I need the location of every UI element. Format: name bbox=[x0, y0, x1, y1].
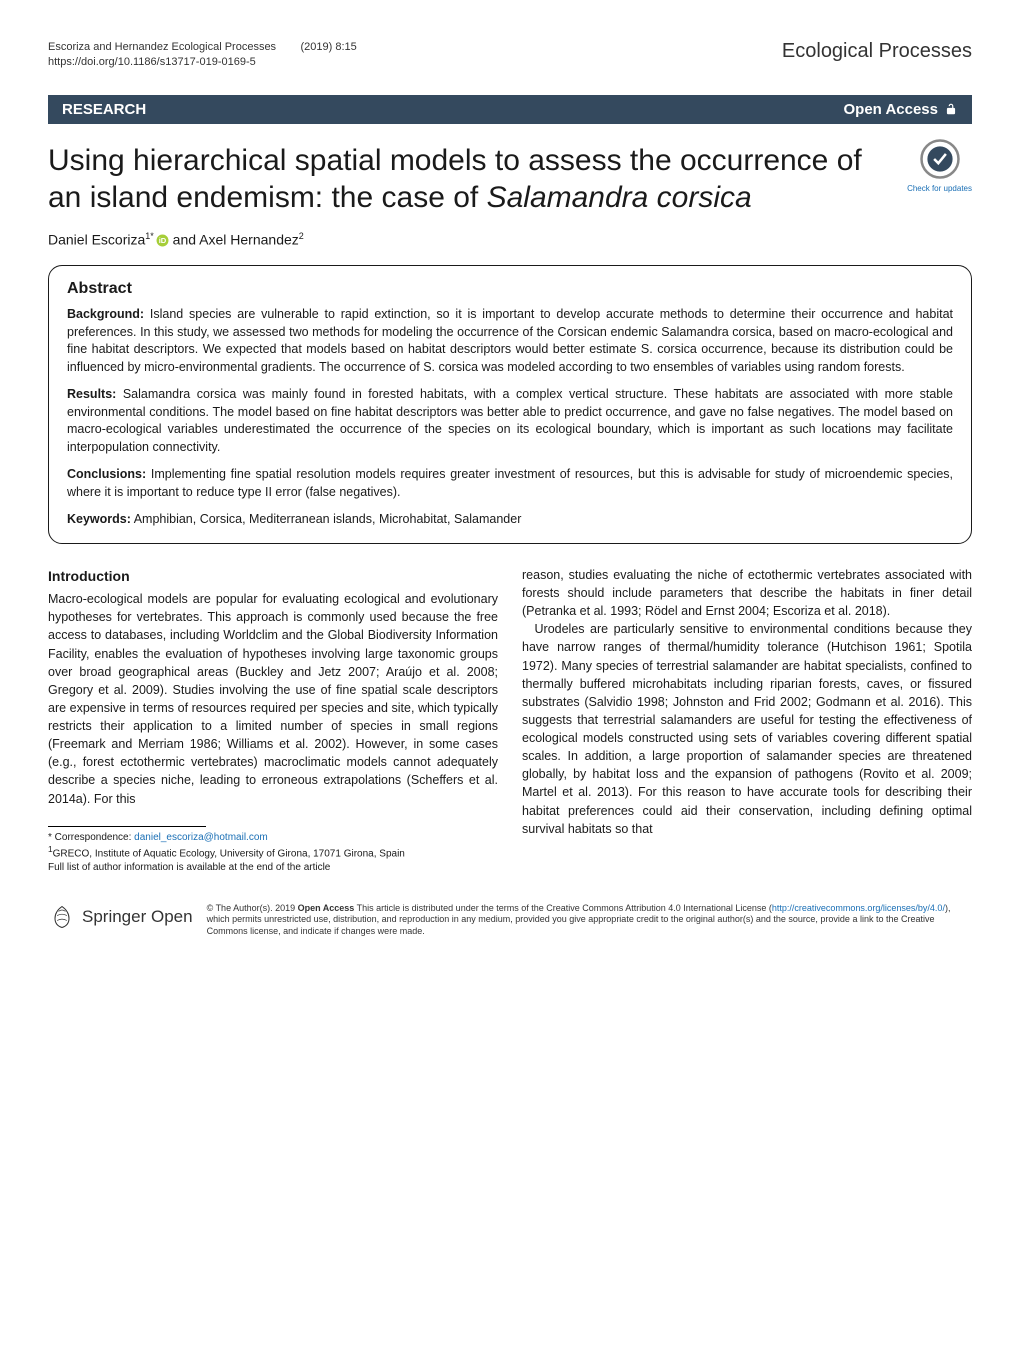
column-right: reason, studies evaluating the niche of … bbox=[522, 566, 972, 875]
springer-logo: Springer Open bbox=[48, 903, 193, 931]
license-pre: © The Author(s). 2019 bbox=[207, 903, 298, 913]
article-type-banner: RESEARCH Open Access bbox=[48, 95, 972, 124]
abstract-title: Abstract bbox=[67, 280, 953, 298]
intro-col2-p1: reason, studies evaluating the niche of … bbox=[522, 566, 972, 620]
unlock-icon bbox=[944, 102, 958, 116]
author-2-affil: 2 bbox=[299, 231, 304, 241]
column-left: Introduction Macro-ecological models are… bbox=[48, 566, 498, 875]
license-link[interactable]: http://creativecommons.org/licenses/by/4… bbox=[772, 903, 945, 913]
correspondence-addr: GRECO, Institute of Aquatic Ecology, Uni… bbox=[53, 849, 405, 860]
license-open-access: Open Access bbox=[298, 903, 355, 913]
springer-text: Springer bbox=[82, 907, 146, 926]
author-1-affil: 1* bbox=[145, 231, 154, 241]
svg-text:iD: iD bbox=[158, 236, 166, 245]
running-header: Escoriza and Hernandez Ecological Proces… bbox=[48, 40, 972, 71]
introduction-title: Introduction bbox=[48, 566, 498, 586]
correspondence-note: Full list of author information is avail… bbox=[48, 862, 330, 873]
background-text: Island species are vulnerable to rapid e… bbox=[67, 307, 953, 374]
license-text: © The Author(s). 2019 Open Access This a… bbox=[207, 903, 972, 938]
results-text: Salamandra corsica was mainly found in f… bbox=[67, 387, 953, 454]
author-2: Axel Hernandez bbox=[199, 231, 299, 247]
springer-icon bbox=[48, 903, 76, 931]
authors: Daniel Escoriza1* iD and Axel Hernandez2 bbox=[48, 231, 972, 248]
author-joiner: and bbox=[169, 231, 199, 247]
open-text: Open bbox=[151, 907, 193, 926]
article-title: Using hierarchical spatial models to ass… bbox=[48, 142, 892, 217]
abstract-box: Abstract Background: Island species are … bbox=[48, 265, 972, 544]
journal-name: Ecological Processes bbox=[782, 40, 972, 63]
conclusions-label: Conclusions: bbox=[67, 467, 146, 481]
orcid-icon[interactable]: iD bbox=[156, 234, 169, 247]
background-label: Background: bbox=[67, 307, 144, 321]
keywords-label: Keywords: bbox=[67, 512, 131, 526]
keywords: Keywords: Amphibian, Corsica, Mediterran… bbox=[67, 511, 953, 529]
correspondence-label: * Correspondence: bbox=[48, 832, 134, 843]
intro-col2-p2: Urodeles are particularly sensitive to e… bbox=[522, 620, 972, 838]
crossmark-badge[interactable]: Check for updates bbox=[907, 138, 972, 193]
author-1: Daniel Escoriza bbox=[48, 231, 145, 247]
correspondence-block: * Correspondence: daniel_escoriza@hotmai… bbox=[48, 831, 498, 875]
banner-left: RESEARCH bbox=[62, 101, 146, 118]
results-label: Results: bbox=[67, 387, 116, 401]
doi: https://doi.org/10.1186/s13717-019-0169-… bbox=[48, 56, 256, 68]
title-block: Using hierarchical spatial models to ass… bbox=[48, 142, 972, 217]
footnote-separator bbox=[48, 826, 206, 827]
conclusions-text: Implementing fine spatial resolution mod… bbox=[67, 467, 953, 499]
title-species: Salamandra corsica bbox=[487, 181, 752, 214]
crossmark-label: Check for updates bbox=[907, 184, 972, 193]
abstract-conclusions: Conclusions: Implementing fine spatial r… bbox=[67, 466, 953, 501]
year-issue: (2019) 8:15 bbox=[301, 41, 357, 53]
banner-right: Open Access bbox=[844, 101, 939, 118]
abstract-background: Background: Island species are vulnerabl… bbox=[67, 306, 953, 376]
citation: Escoriza and Hernandez Ecological Proces… bbox=[48, 41, 276, 53]
keywords-text: Amphibian, Corsica, Mediterranean island… bbox=[131, 512, 521, 526]
correspondence-email[interactable]: daniel_escoriza@hotmail.com bbox=[134, 832, 268, 843]
body-columns: Introduction Macro-ecological models are… bbox=[48, 566, 972, 875]
intro-col1: Macro-ecological models are popular for … bbox=[48, 590, 498, 808]
license-row: Springer Open © The Author(s). 2019 Open… bbox=[48, 903, 972, 938]
license-body: This article is distributed under the te… bbox=[354, 903, 772, 913]
abstract-results: Results: Salamandra corsica was mainly f… bbox=[67, 386, 953, 456]
